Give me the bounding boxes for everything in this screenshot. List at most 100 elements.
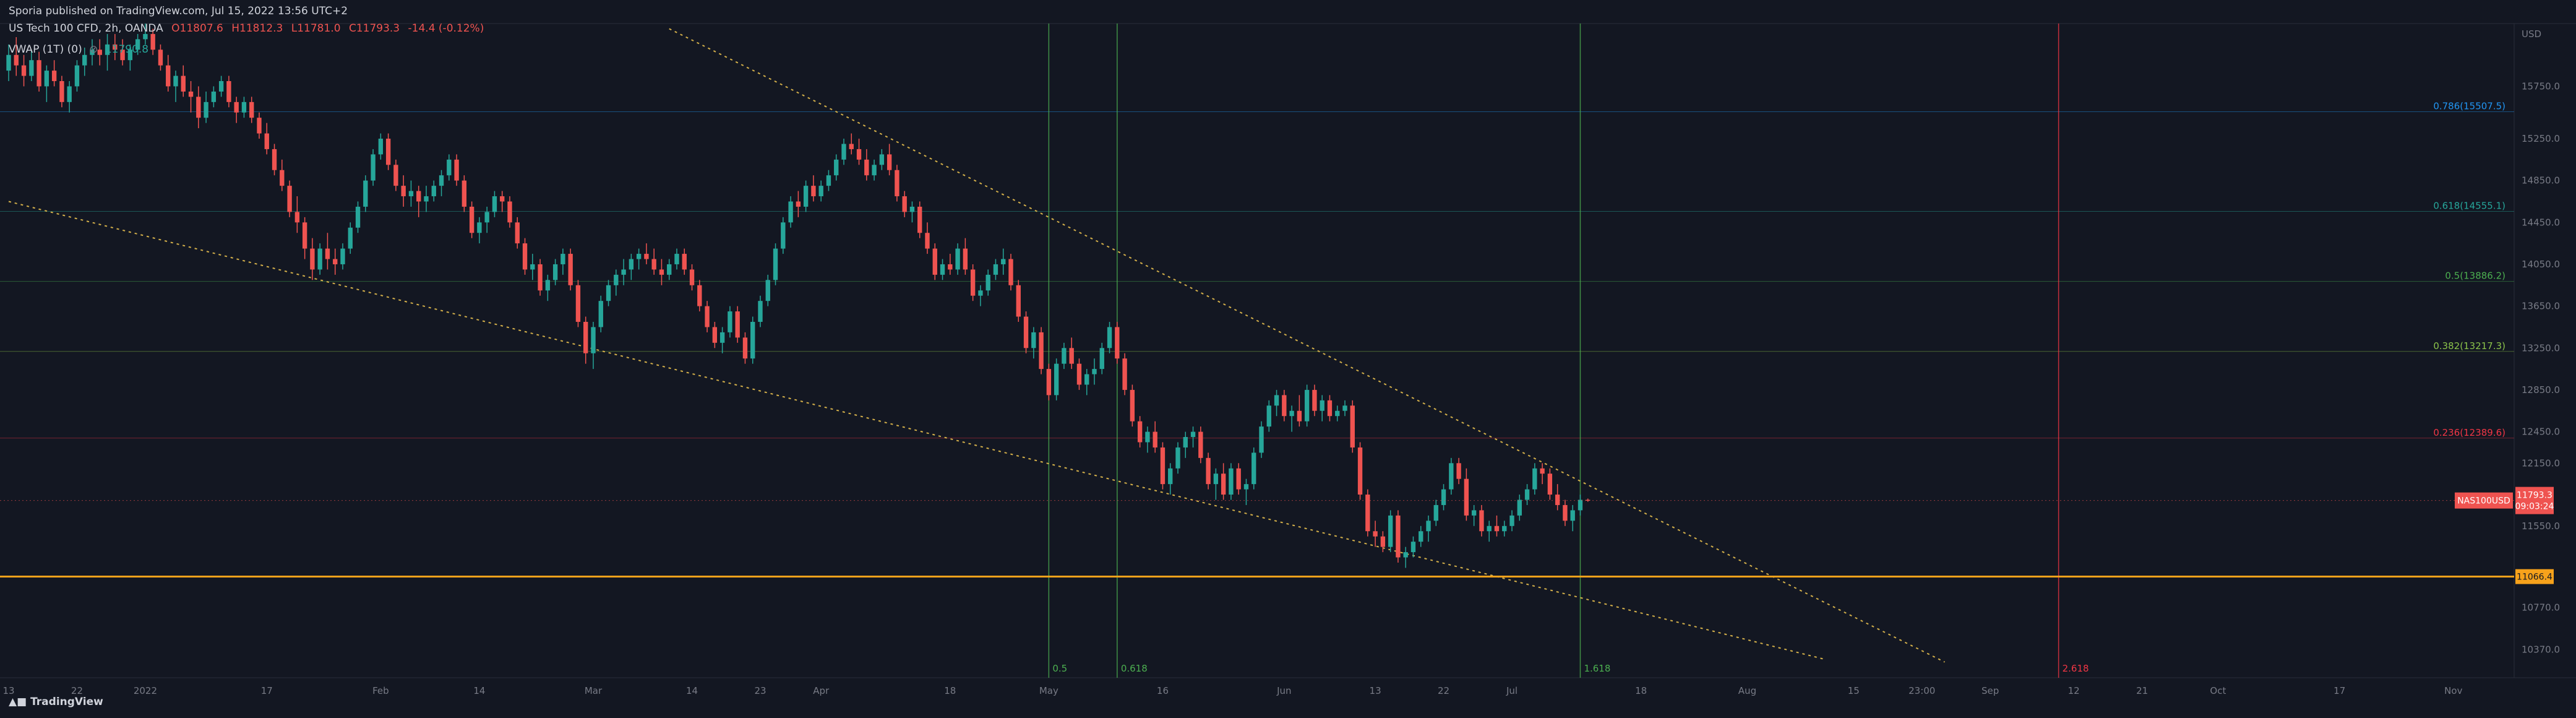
candle-body (14, 54, 19, 66)
x-tick-label: Nov (2444, 685, 2462, 696)
candle-body (515, 222, 520, 244)
candle-body (538, 264, 543, 291)
candle-body (1312, 389, 1317, 411)
candle-body (325, 248, 330, 259)
candle-body (758, 301, 763, 322)
candle-body (925, 233, 930, 249)
x-tick-label: 2022 (134, 685, 157, 696)
vwap-legend[interactable]: VWAP (1T) (0) ⊘ 11790.8 (9, 43, 148, 56)
y-tick-label: 14450.0 (2522, 217, 2560, 228)
x-tick-label: 14 (473, 685, 485, 696)
candle-body (1357, 447, 1363, 495)
candle-body (735, 311, 740, 338)
fib-retracement-layer: 0.786(15507.5) 0.618(14555.1) 0.5(13886.2)… (0, 100, 2514, 439)
candle-body (393, 165, 398, 186)
candle-body (1236, 468, 1241, 490)
candle-body (796, 201, 801, 207)
candle-body (1008, 259, 1013, 285)
candle-body (1297, 410, 1302, 422)
candle-body (606, 285, 611, 301)
candle-body (1570, 510, 1575, 521)
candle-body (1403, 552, 1408, 558)
candle-body (1380, 536, 1386, 547)
candle-body (1289, 410, 1294, 417)
candle-body (1259, 426, 1264, 453)
candle-body (1433, 504, 1438, 521)
candle-body (614, 274, 619, 285)
symbol-name[interactable]: US Tech 100 CFD, 2h, OANDA (9, 22, 163, 35)
candle-body (651, 259, 656, 270)
candle-body (257, 118, 262, 134)
candle-body (697, 285, 702, 306)
candle-body (1221, 474, 1226, 495)
fib-level-label: 0.382(13217.3) (2433, 340, 2505, 352)
candle-body (803, 186, 809, 207)
candle-body (492, 196, 497, 212)
candle-body (682, 254, 687, 270)
candle-body (1388, 515, 1393, 547)
candle-body (1502, 526, 1507, 532)
candle-body (1115, 327, 1120, 359)
x-tick-label: 16 (1157, 685, 1169, 696)
candle-body (1449, 463, 1454, 490)
candle-body (629, 259, 634, 270)
candle-body (355, 206, 361, 228)
candle-body (644, 254, 649, 259)
x-tick-label: Jun (1276, 685, 1291, 696)
candle-body (705, 306, 710, 327)
time-axis[interactable]: 13 22 2022 17 Feb 14 Mar 14 23 Apr 18 May 16 Jun 13 22 J… (2, 685, 2462, 696)
candle-body (621, 269, 626, 275)
vwap-label[interactable]: VWAP (1T) (0) (9, 43, 82, 56)
candle-body (1092, 369, 1097, 374)
x-tick-label: 15 (1848, 685, 1860, 696)
candle-body (1342, 405, 1347, 411)
y-tick-label: 12450.0 (2522, 426, 2560, 438)
candle-body (864, 159, 869, 176)
y-tick-label: 12150.0 (2522, 457, 2560, 469)
candle-body (105, 44, 110, 55)
eye-icon[interactable]: ⊘ (89, 43, 98, 56)
trend-line (669, 28, 1945, 663)
candle-body (51, 71, 57, 82)
candle-body (272, 149, 277, 170)
symbol-legend[interactable]: US Tech 100 CFD, 2h, OANDA O11807.6 H118… (9, 22, 489, 35)
candle-body (932, 248, 937, 275)
candle-body (1524, 489, 1530, 500)
candle-body (940, 264, 945, 275)
candle-body (1137, 421, 1143, 443)
candle-body (371, 154, 376, 181)
price-axis[interactable]: 15750.0 15250.0 14850.0 14450.0 14050.0 13650… (2522, 80, 2560, 655)
candle-body (1274, 395, 1279, 406)
candle-body (1494, 526, 1500, 532)
symbol-tag (2455, 492, 2513, 509)
x-tick-label: 22 (71, 685, 83, 696)
x-tick-label: Sep (1981, 685, 1999, 696)
candle-body (773, 248, 778, 280)
candle-body (1419, 531, 1423, 542)
x-tick-label: 18 (944, 685, 956, 696)
candle-body (1441, 489, 1446, 505)
candle-body (249, 102, 254, 118)
candle-body (36, 60, 41, 87)
candle-body (568, 254, 573, 285)
candle-body (1145, 431, 1150, 443)
x-tick-label: 13 (1370, 685, 1381, 696)
candle-body (978, 290, 983, 296)
candle-body (143, 33, 148, 40)
candle-body (1099, 348, 1104, 370)
candle-body (522, 243, 528, 270)
candle-body (917, 206, 922, 233)
trend-line (8, 201, 1824, 660)
vwap-value: 11790.8 (105, 43, 149, 56)
candle-body (1001, 259, 1006, 264)
y-tick-label: 13250.0 (2522, 342, 2560, 353)
support-price-tag (2515, 569, 2554, 584)
candle-body (241, 102, 247, 113)
x-tick-label: 17 (2333, 685, 2345, 696)
candle-body (1107, 327, 1112, 348)
candle-body (1327, 400, 1333, 417)
candle-body (218, 81, 224, 92)
